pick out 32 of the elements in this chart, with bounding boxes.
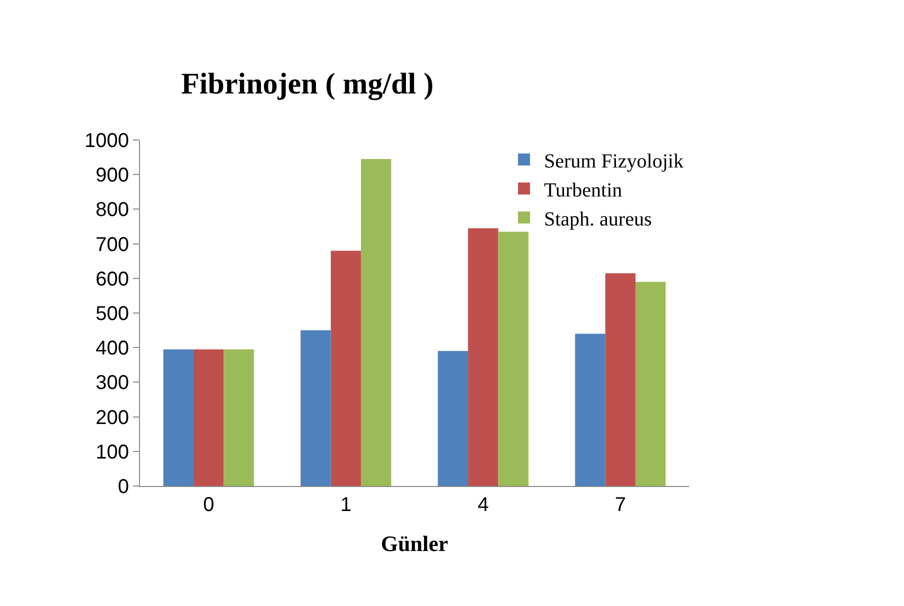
y-tick-label: 900 bbox=[96, 164, 129, 187]
bar bbox=[438, 351, 468, 486]
y-tick-label: 400 bbox=[96, 338, 129, 360]
legend-label: Serum Fizyolojik bbox=[544, 150, 684, 172]
bar bbox=[605, 273, 636, 486]
bar bbox=[635, 282, 666, 486]
y-tick-label: 600 bbox=[96, 268, 129, 290]
y-tick-label: 300 bbox=[96, 372, 129, 394]
x-tick-label: 1 bbox=[340, 494, 352, 516]
bar bbox=[224, 349, 254, 486]
bar bbox=[498, 232, 528, 486]
bar bbox=[300, 330, 331, 486]
y-tick-label: 200 bbox=[96, 406, 129, 429]
legend-label: Staph. aureus bbox=[544, 208, 652, 230]
bar bbox=[194, 349, 224, 486]
bar bbox=[330, 250, 361, 486]
bar bbox=[468, 228, 498, 486]
chart-title: Fibrinojen ( mg/dl ) bbox=[181, 68, 434, 101]
x-tick-label: 4 bbox=[478, 494, 489, 516]
x-axis-title: Günler bbox=[380, 530, 448, 556]
y-tick-label: 1000 bbox=[84, 130, 129, 152]
x-tick-label: 7 bbox=[614, 494, 626, 516]
y-tick-label: 500 bbox=[96, 303, 129, 325]
y-tick-label: 800 bbox=[96, 199, 129, 222]
bar bbox=[163, 349, 194, 486]
bar bbox=[575, 334, 606, 486]
y-tick-label: 700 bbox=[96, 234, 129, 256]
bar bbox=[360, 159, 392, 486]
y-tick-label: 0 bbox=[118, 476, 129, 498]
x-tick-label: 0 bbox=[203, 494, 214, 516]
y-tick-label: 100 bbox=[96, 441, 129, 464]
legend-label: Turbentin bbox=[544, 179, 622, 202]
